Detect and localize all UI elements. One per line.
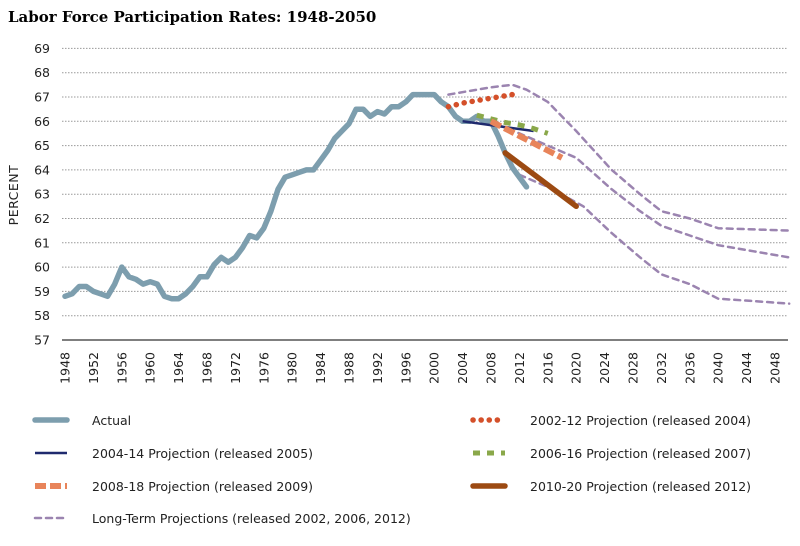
x-tick-label: 1988 (342, 352, 357, 384)
y-tick-label: 59 (34, 284, 50, 299)
x-tick-label: 2040 (711, 352, 726, 384)
x-tick-label: 2036 (682, 352, 697, 384)
series-line-lt2006 (475, 117, 791, 259)
x-tick-label: 1948 (58, 352, 73, 384)
x-tick-label: 1964 (171, 352, 186, 384)
x-tick-label: 2024 (597, 352, 612, 384)
y-tick-label: 60 (34, 260, 50, 275)
series-line-lt2002 (447, 83, 791, 232)
x-tick-label: 2008 (484, 352, 499, 384)
x-tick-label: 2032 (654, 352, 669, 384)
x-tick-label: 2044 (739, 352, 754, 384)
y-tick-label: 66 (34, 114, 50, 129)
x-tick-label: 1968 (200, 352, 215, 384)
x-tick-label: 2048 (768, 352, 783, 384)
gridlines (62, 47, 788, 317)
y-tick-label: 68 (34, 65, 50, 80)
series-line-p2010 (502, 150, 579, 210)
x-tick-label: 1996 (398, 352, 413, 384)
series-line-p2006 (476, 112, 549, 136)
x-tick-label: 2004 (455, 352, 470, 384)
x-tick-label: 2028 (626, 352, 641, 384)
x-tick-label: 2016 (540, 352, 555, 384)
x-tick-label: 1952 (86, 352, 101, 384)
x-tick-label: 1984 (313, 352, 328, 384)
y-tick-label: 57 (34, 333, 50, 348)
series-line-actual (62, 91, 530, 302)
y-tick-label: 58 (34, 308, 50, 323)
series-line-p2008 (489, 118, 564, 161)
y-tick-label: 64 (34, 162, 50, 177)
series-group (62, 83, 791, 305)
y-tick-label: 62 (34, 211, 50, 226)
x-tick-label: 2000 (427, 352, 442, 384)
y-tick-label: 63 (34, 187, 50, 202)
x-axis-ticks: 1948 1952 1956 1960 1964 1968 1972 1976 1980 1984… (58, 352, 783, 384)
y-tick-label: 67 (34, 90, 50, 105)
chart-title: Labor Force Participation Rates: 1948-20… (8, 8, 377, 26)
y-axis-label: PERCENT (6, 165, 21, 226)
series-line-p2002 (445, 90, 523, 110)
y-tick-label: 65 (34, 138, 50, 153)
x-tick-label: 1976 (256, 352, 271, 384)
y-axis-ticks: 57 58 59 60 61 62 63 64 65 66 67 68 69 (34, 41, 50, 348)
y-tick-label: 69 (34, 41, 50, 56)
x-tick-label: 1972 (228, 352, 243, 384)
x-tick-label: 2012 (512, 352, 527, 384)
x-tick-label: 1992 (370, 352, 385, 384)
x-tick-label: 1980 (285, 352, 300, 384)
x-tick-label: 2020 (569, 352, 584, 384)
x-tick-label: 1960 (143, 352, 158, 384)
x-tick-label: 1956 (114, 352, 129, 384)
y-tick-label: 61 (34, 235, 50, 250)
